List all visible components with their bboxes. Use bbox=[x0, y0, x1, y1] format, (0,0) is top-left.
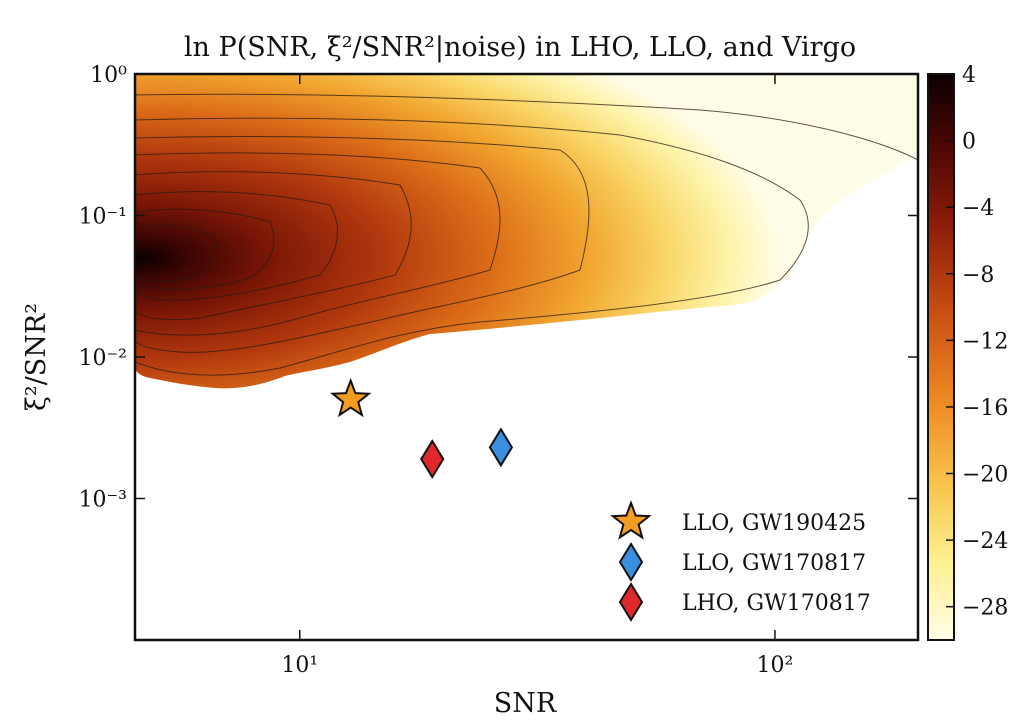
colorbar-tick-label: −8 bbox=[962, 263, 994, 288]
data-point-marker bbox=[488, 427, 514, 468]
y-ticks: 10⁰ 10⁻¹ 10⁻² 10⁻³ bbox=[79, 63, 918, 513]
plot-area: 10¹ 10² 10⁰ 10⁻¹ 10⁻² 10⁻³ bbox=[79, 63, 920, 678]
y-tick-label: 10⁰ bbox=[90, 63, 127, 88]
y-tick-label: 10⁻³ bbox=[79, 488, 127, 513]
colorbar-ticks: 4 0 −4 −8 −12 −16 −20 −24 −28 bbox=[946, 63, 1008, 621]
legend-marker bbox=[618, 542, 644, 582]
colorbar-tick-label: 0 bbox=[962, 130, 976, 155]
x-ticks: 10¹ 10² bbox=[281, 74, 793, 678]
colorbar-tick-label: −20 bbox=[962, 463, 1008, 488]
chart-title: ln P(SNR, ξ²/SNR²|noise) in LHO, LLO, an… bbox=[184, 32, 856, 63]
colorbar-tick-label: −24 bbox=[962, 529, 1008, 554]
colorbar-tick-label: −16 bbox=[962, 396, 1008, 421]
legend-entry-label: LHO, GW170817 bbox=[682, 591, 871, 616]
data-point-marker bbox=[420, 439, 445, 479]
data-markers bbox=[330, 377, 514, 479]
data-point-marker bbox=[330, 377, 372, 418]
colorbar-tick-label: −12 bbox=[962, 329, 1008, 354]
colorbar-tick-label: −4 bbox=[962, 196, 994, 221]
legend-marker bbox=[618, 582, 644, 622]
legend-marker bbox=[610, 500, 652, 540]
colorbar-tick-label: −28 bbox=[962, 596, 1008, 621]
y-tick-label: 10⁻¹ bbox=[79, 205, 127, 230]
colorbar-gradient bbox=[927, 73, 955, 641]
legend-entry-label: LLO, GW190425 bbox=[682, 511, 866, 536]
y-axis-label: ξ²/SNR² bbox=[21, 303, 52, 411]
y-tick-label: 10⁻² bbox=[79, 346, 127, 371]
colorbar-tick-label: 4 bbox=[962, 63, 976, 88]
legend: LLO, GW190425 LLO, GW170817 LHO, GW170817 bbox=[610, 500, 871, 622]
x-tick-label: 10² bbox=[757, 653, 794, 678]
contour-lines bbox=[135, 93, 918, 376]
x-axis-label: SNR bbox=[494, 688, 557, 719]
legend-entry-label: LLO, GW170817 bbox=[682, 551, 866, 576]
colorbar: 4 0 −4 −8 −12 −16 −20 −24 −28 bbox=[927, 63, 1008, 641]
x-tick-label: 10¹ bbox=[281, 653, 318, 678]
